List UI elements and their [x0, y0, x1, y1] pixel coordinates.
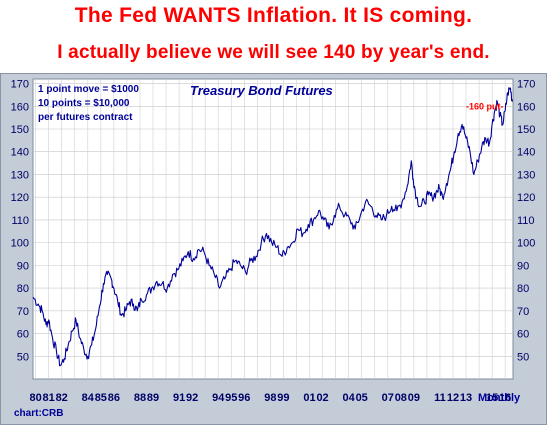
- y-tick-label-right: 140: [517, 147, 535, 159]
- x-tick-label: 95: [225, 392, 237, 404]
- x-tick-label: 02: [316, 392, 328, 404]
- y-axis-right: 50 60 70 80 90 100 110 120 130 140 150 160 170: [517, 79, 535, 364]
- y-tick-label-left: 150: [11, 124, 29, 136]
- y-tick-label-right: 120: [517, 192, 535, 204]
- y-tick-label-right: 160: [517, 101, 535, 113]
- y-tick-label-right: 110: [517, 215, 535, 227]
- x-tick-label: 92: [186, 392, 198, 404]
- gridlines: [33, 79, 513, 379]
- y-tick-label-left: 100: [11, 238, 29, 250]
- x-tick-label: 82: [56, 392, 68, 404]
- x-tick-label: 91: [173, 392, 185, 404]
- y-tick-label-left: 170: [11, 79, 29, 91]
- x-tick-label: 98: [264, 392, 276, 404]
- y-tick-label-left: 80: [17, 283, 29, 295]
- x-tick-label: 89: [147, 392, 159, 404]
- y-tick-label-right: 60: [517, 329, 529, 341]
- x-tick-label: 94: [212, 392, 225, 404]
- y-tick-label-right: 90: [517, 260, 529, 272]
- y-tick-label-left: 120: [11, 192, 29, 204]
- x-tick-label: 07: [382, 392, 394, 404]
- x-axis: 80 81 82 84 85 86 88 89 91 92 94 95 96 98 99 01 02 04 05 07…: [29, 392, 511, 404]
- x-tick-label: 09: [408, 392, 420, 404]
- y-tick-label-right: 100: [517, 238, 535, 250]
- headline-line2: I actually believe we will see 140 by ye…: [57, 42, 490, 63]
- y-tick-label-left: 130: [11, 169, 29, 181]
- y-tick-label-left: 160: [11, 101, 29, 113]
- y-tick-label-right: 70: [517, 306, 529, 318]
- x-tick-label: 05: [356, 392, 368, 404]
- y-tick-label-right: 130: [517, 169, 535, 181]
- x-tick-label: 15: [486, 392, 498, 404]
- x-tick-label: 16: [499, 392, 511, 404]
- y-axis-left: 50 60 70 80 90 100 110 120 130 140 150 160 170: [11, 79, 29, 364]
- y-tick-label-left: 50: [17, 351, 29, 363]
- y-tick-label-left: 60: [17, 329, 29, 341]
- x-tick-label: 85: [95, 392, 107, 404]
- y-tick-label-right: 50: [517, 351, 529, 363]
- chart-title: Treasury Bond Futures: [190, 83, 333, 98]
- x-axis-label: Monthly: [478, 392, 521, 404]
- headline-line1: The Fed WANTS Inflation. It IS coming.: [74, 4, 473, 27]
- y-tick-label-left: 90: [17, 260, 29, 272]
- note-line1: 1 point move = $1000: [38, 84, 139, 95]
- y-tick-label-right: 80: [517, 283, 529, 295]
- note-line3: per futures contract: [38, 112, 133, 123]
- series-line: [32, 87, 513, 367]
- y-tick-label-right: 150: [517, 124, 535, 136]
- x-tick-label: 81: [43, 392, 55, 404]
- chart-credit: chart:CRB: [14, 408, 64, 419]
- x-tick-label: 80: [29, 392, 41, 404]
- x-tick-label: 12: [447, 392, 459, 404]
- y-tick-label-left: 140: [11, 147, 29, 159]
- put-annotation: -160 put-: [466, 101, 504, 111]
- x-tick-label: 99: [277, 392, 289, 404]
- x-tick-label: 86: [108, 392, 120, 404]
- y-tick-label-right: 170: [517, 79, 535, 91]
- x-tick-label: 84: [82, 392, 95, 404]
- plot-area: [32, 78, 514, 380]
- x-tick-label: 01: [303, 392, 315, 404]
- x-tick-label: 08: [395, 392, 407, 404]
- x-tick-label: 04: [343, 392, 356, 404]
- y-tick-label-left: 70: [17, 306, 29, 318]
- note-line2: 10 points = $10,000: [38, 98, 130, 109]
- x-tick-label: 88: [134, 392, 146, 404]
- y-tick-label-left: 110: [11, 215, 29, 227]
- x-tick-label: 11: [434, 392, 446, 404]
- x-tick-label: 96: [238, 392, 250, 404]
- x-tick-label: 13: [460, 392, 472, 404]
